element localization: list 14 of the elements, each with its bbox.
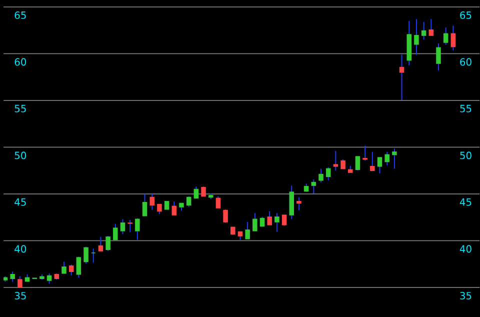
y-tick-label: 50 bbox=[14, 152, 26, 160]
y2-tick-label: 35 bbox=[460, 292, 472, 300]
y-tick-label: 55 bbox=[14, 104, 26, 112]
y-tick-label: 40 bbox=[14, 245, 26, 253]
y-tick-label: 60 bbox=[14, 58, 26, 66]
y2-tick-label: 65 bbox=[460, 11, 472, 19]
y2-tick-label: 40 bbox=[460, 245, 472, 253]
y-tick-label: 45 bbox=[14, 198, 26, 206]
y2-tick-label: 60 bbox=[460, 58, 472, 66]
y-tick-label: 65 bbox=[14, 11, 26, 19]
y2-tick-label: 45 bbox=[460, 198, 472, 206]
y-tick-label: 35 bbox=[14, 292, 26, 300]
y2-tick-label: 55 bbox=[460, 104, 472, 112]
y2-tick-label: 50 bbox=[460, 152, 472, 160]
